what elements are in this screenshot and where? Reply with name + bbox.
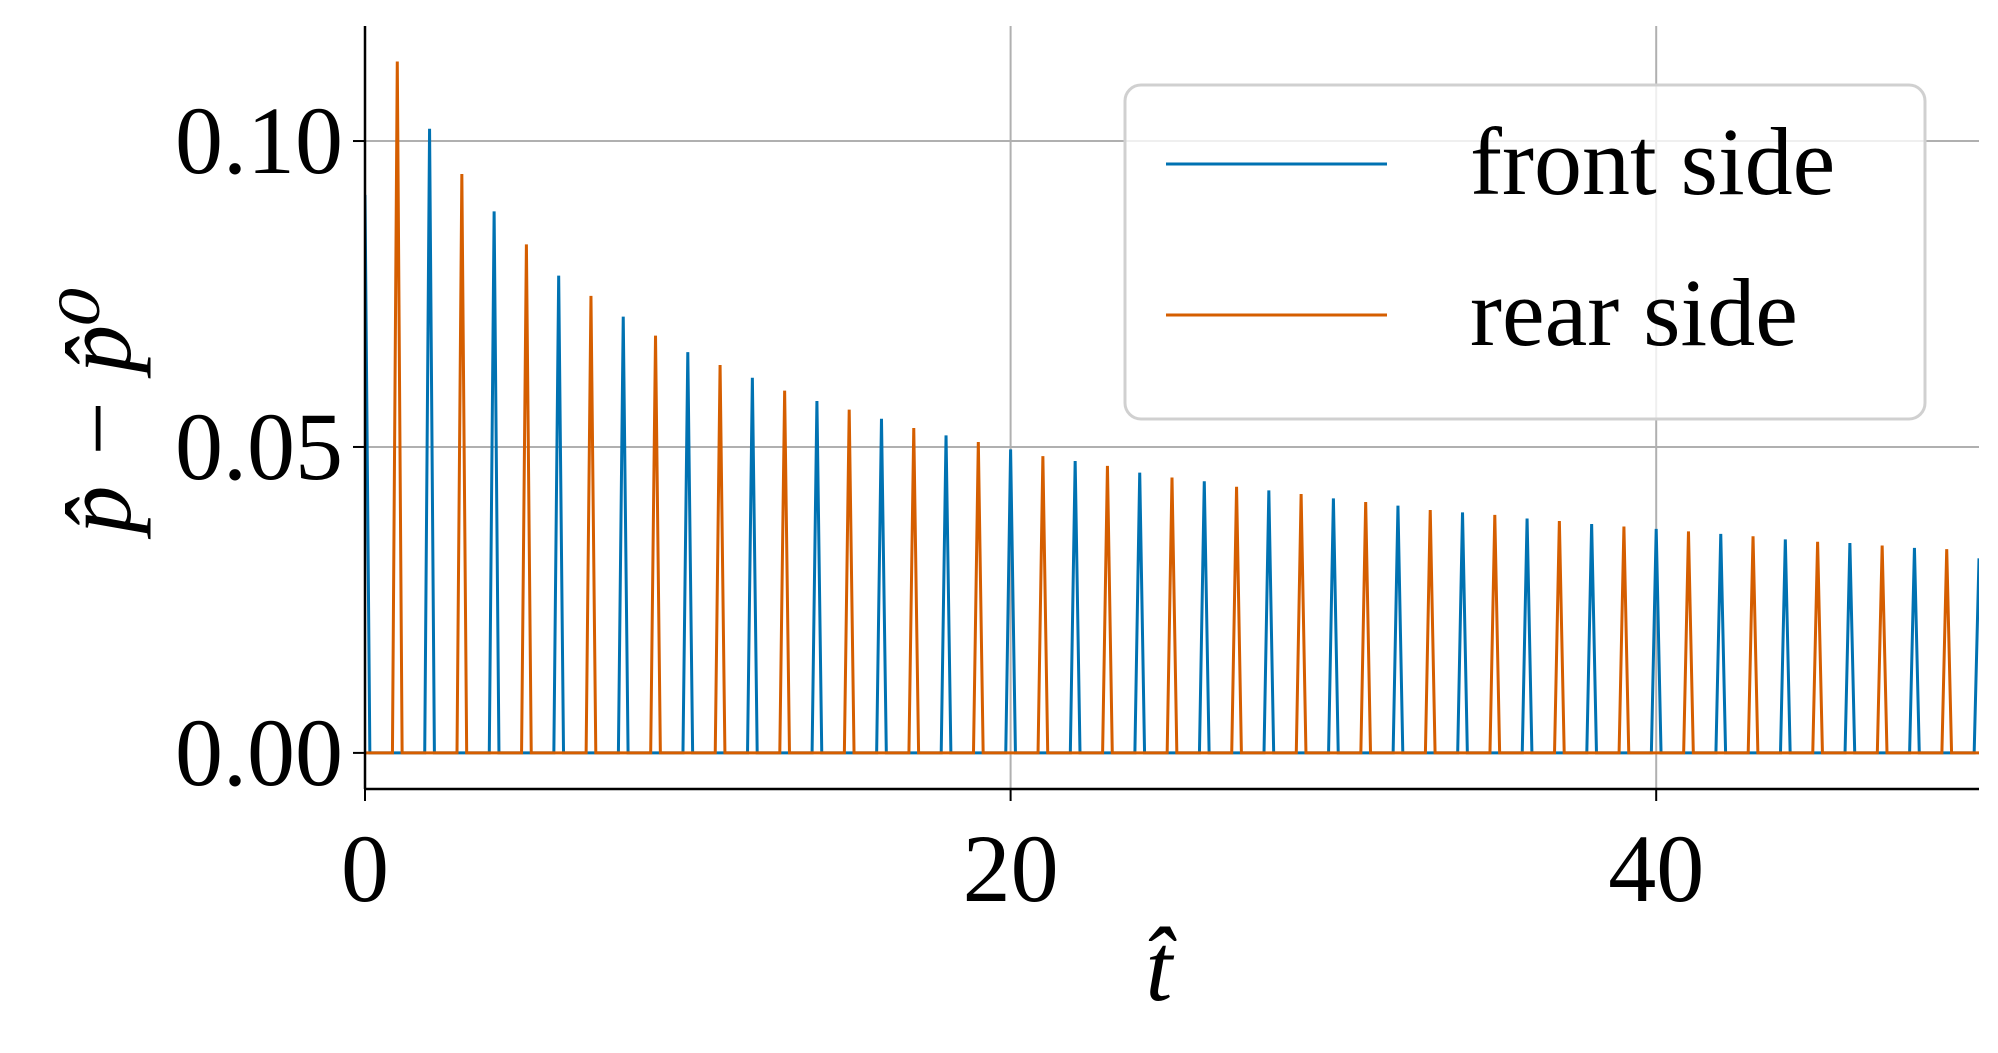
- x-axis-label: t̂: [1146, 914, 1177, 1021]
- x-tick-label: 40: [1608, 815, 1704, 922]
- x-tick-label: 20: [963, 815, 1059, 922]
- y-tick-label: 0.05: [175, 393, 343, 500]
- series-line: [365, 128, 1979, 755]
- legend-label: front side: [1470, 108, 1835, 215]
- series-line: [365, 61, 1979, 755]
- y-tick-label: 0.00: [175, 699, 343, 806]
- legend-box: [1123, 83, 1927, 421]
- x-tick-label: 0: [341, 815, 389, 922]
- legend-label: rear side: [1470, 259, 1798, 366]
- y-tick-label: 0.10: [175, 87, 343, 194]
- y-axis-label: p̂ − p̂⁰: [44, 286, 151, 539]
